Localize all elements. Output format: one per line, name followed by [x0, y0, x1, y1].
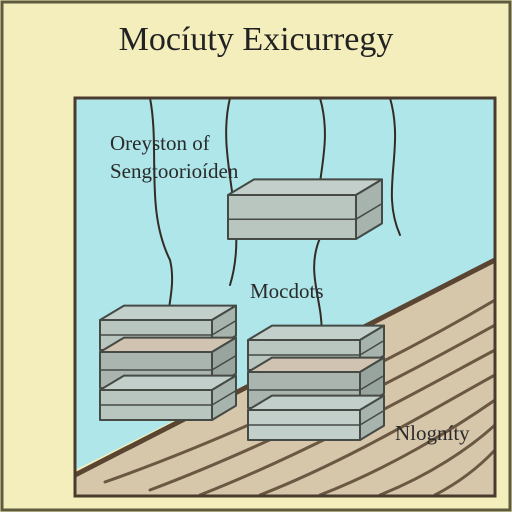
label-upper-2: Sengtoorioíden: [110, 159, 239, 183]
diagram-title: Mocíuty Exicurregy: [119, 21, 394, 58]
label-right: Nlogníty: [395, 421, 470, 445]
label-upper-1: Oreyston of: [110, 131, 210, 155]
diagram-root: Mocíuty Exicurregy Oreyston of Sengtoorioí…: [0, 0, 512, 512]
block-shape: [100, 376, 236, 420]
inner-panel: Oreyston of Sengtoorioíden Mocdots Nlogníty: [75, 98, 495, 496]
block-shape: [228, 179, 382, 239]
label-mid: Mocdots: [250, 279, 324, 303]
block-shape: [248, 396, 384, 440]
